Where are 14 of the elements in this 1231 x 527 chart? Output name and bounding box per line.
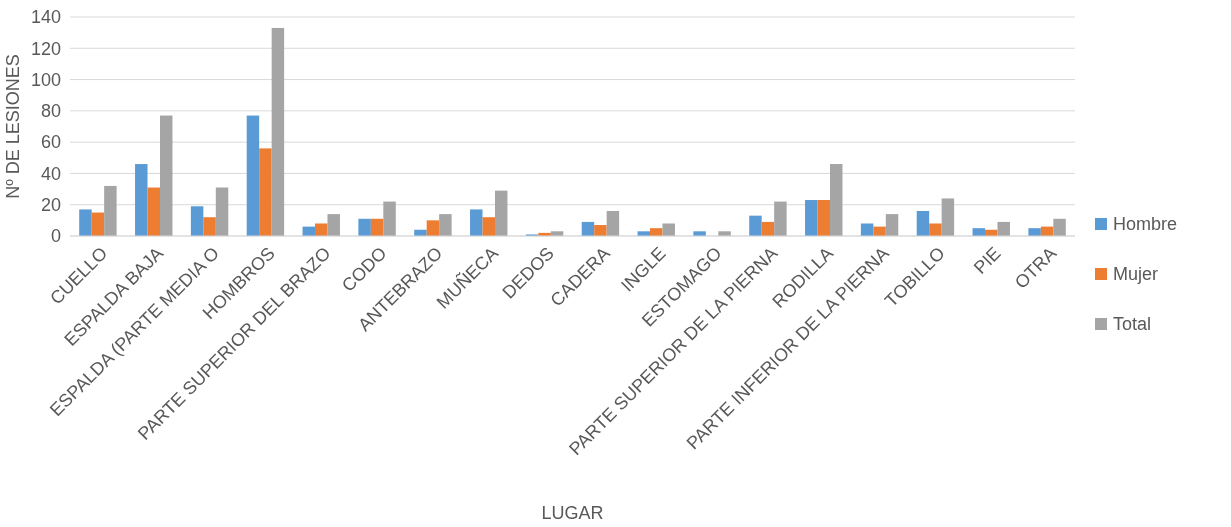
legend-label: Mujer	[1113, 264, 1159, 285]
y-tick-label: 100	[30, 69, 61, 90]
y-tick-label: 0	[50, 226, 61, 247]
y-tick-label: 40	[40, 163, 61, 184]
y-axis-title: Nº DE LESIONES	[3, 54, 23, 199]
x-axis-title: LUGAR	[541, 503, 604, 523]
legend-label: Total	[1113, 314, 1152, 335]
y-tick-label: 20	[40, 195, 61, 216]
x-tick-label: PIE	[969, 243, 1005, 278]
y-tick-label: 80	[40, 101, 61, 122]
legend-label: Hombre	[1113, 214, 1178, 235]
y-tick-label: 120	[30, 38, 61, 59]
y-tick-label: 60	[40, 132, 61, 153]
y-tick-label: 140	[30, 7, 61, 28]
